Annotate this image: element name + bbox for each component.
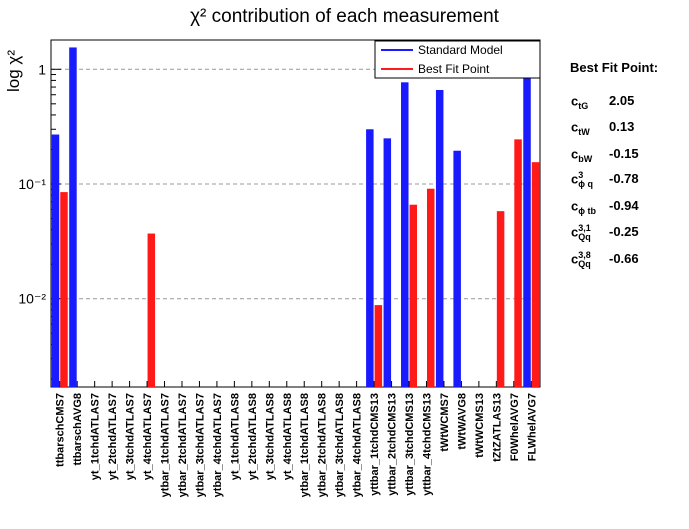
- x-tick-label-19: yttbar_2tchdCMS13: [387, 393, 399, 496]
- x-tick-label-22: tWtWCMS7: [439, 393, 451, 452]
- x-tick-label-3: yt_2tchdATLAS7: [107, 393, 119, 480]
- bar-sm-22: [435, 89, 444, 388]
- y-tick-label-1: 10⁻¹: [18, 176, 46, 192]
- x-tick-label-17: ytbar_4tchdATLAS8: [352, 393, 364, 497]
- bar-sm-18: [366, 129, 374, 387]
- param-value: 2.05: [609, 93, 635, 108]
- legend-label-1: Best Fit Point: [418, 62, 490, 76]
- x-tick-label-5: yt_4tchdATLAS7: [142, 393, 154, 480]
- legend-label-0: Standard Model: [418, 43, 503, 57]
- y-tick-label-2: 1: [38, 61, 46, 77]
- param-value: 0.13: [609, 119, 635, 134]
- bar-sm-0: [51, 134, 60, 387]
- param-name: c bW: [571, 146, 593, 164]
- legend-box: [374, 40, 541, 79]
- x-tick-label-4: yt_3tchdATLAS7: [125, 393, 137, 480]
- x-tick-label-27: FLWhelAVG7: [526, 393, 538, 461]
- x-tick-label-14: ytbar_1tchdATLAS8: [299, 393, 311, 497]
- x-tick-label-8: ytbar_3tchdATLAS7: [194, 393, 206, 497]
- x-tick-label-10: yt_1tchdATLAS8: [229, 393, 241, 480]
- bar-bfp-18: [374, 305, 383, 387]
- x-tick-label-25: tZtZATLAS13: [491, 393, 503, 462]
- x-tick-label-9: ytbar_4tchdATLAS7: [212, 393, 224, 497]
- bar-sm-27: [523, 77, 531, 387]
- param-name: c 3,8 Qq: [571, 250, 591, 269]
- x-tick-label-11: yt_2tchdATLAS8: [247, 393, 259, 480]
- x-tick-label-26: F0WhelAVG7: [509, 393, 521, 461]
- bar-sm-1: [69, 47, 77, 388]
- y-tick-label-0: 10⁻²: [18, 291, 46, 307]
- x-tick-label-0: ttbarschCMS7: [55, 393, 67, 467]
- param-name: c tG: [571, 93, 589, 111]
- x-tick-label-7: ytbar_2tchdATLAS7: [177, 393, 189, 497]
- x-tick-label-21: yttbar_4tchdCMS13: [421, 393, 433, 496]
- bar-sm-20: [401, 82, 409, 388]
- param-value: -0.78: [609, 171, 639, 186]
- bar-bfp-5: [147, 233, 156, 387]
- x-tick-label-23: tWtWAVG8: [456, 393, 468, 450]
- bar-bfp-26: [514, 139, 522, 387]
- x-tick-label-24: tWtWCMS13: [474, 393, 486, 458]
- x-tick-label-12: yt_3tchdATLAS8: [264, 393, 276, 480]
- param-value: -0.15: [609, 146, 639, 161]
- bar-sm-19: [383, 138, 392, 387]
- x-tick-label-13: yt_4tchdATLAS8: [282, 393, 294, 480]
- param-value: -0.66: [609, 251, 639, 266]
- param-value: -0.94: [609, 198, 639, 213]
- best-fit-heading: Best Fit Point:: [570, 60, 659, 75]
- x-tick-label-2: yt_1tchdATLAS7: [90, 393, 102, 480]
- bar-sm-23: [453, 150, 461, 387]
- x-tick-label-15: ytbar_2tchdATLAS8: [317, 393, 329, 497]
- bar-bfp-20: [409, 204, 418, 387]
- bar-bfp-21: [426, 188, 435, 387]
- param-name: c ϕ tb: [571, 198, 596, 216]
- param-name: c 3,1 Qq: [571, 223, 591, 242]
- x-tick-label-16: ytbar_3tchdATLAS8: [334, 393, 346, 497]
- chart-title: χ² contribution of each measurement: [190, 6, 499, 27]
- bar-bfp-0: [60, 192, 68, 387]
- bar-bfp-25: [496, 211, 505, 387]
- x-tick-label-18: yttbar_1tchdCMS13: [369, 393, 381, 496]
- x-tick-label-1: ttbarschAVG8: [72, 393, 84, 466]
- x-tick-label-6: ytbar_1tchdATLAS7: [160, 393, 172, 497]
- param-value: -0.25: [609, 224, 639, 239]
- x-tick-label-20: yttbar_3tchdCMS13: [404, 393, 416, 496]
- param-name: c tW: [571, 119, 590, 137]
- bar-bfp-27: [531, 162, 540, 387]
- plot-frame: [50, 39, 541, 388]
